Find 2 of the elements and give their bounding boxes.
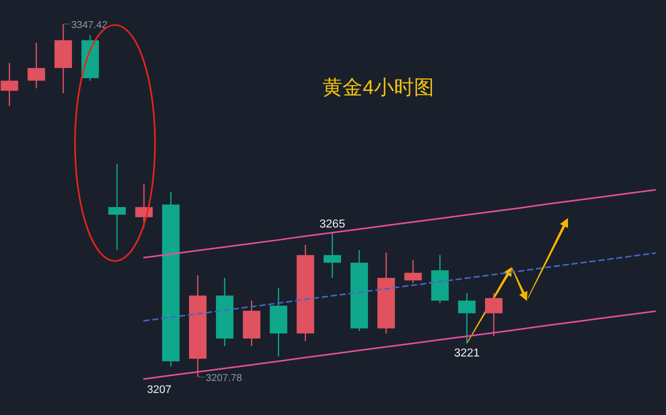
- value-label: 3207: [146, 384, 172, 396]
- title: 黄金4小时图: [322, 77, 434, 99]
